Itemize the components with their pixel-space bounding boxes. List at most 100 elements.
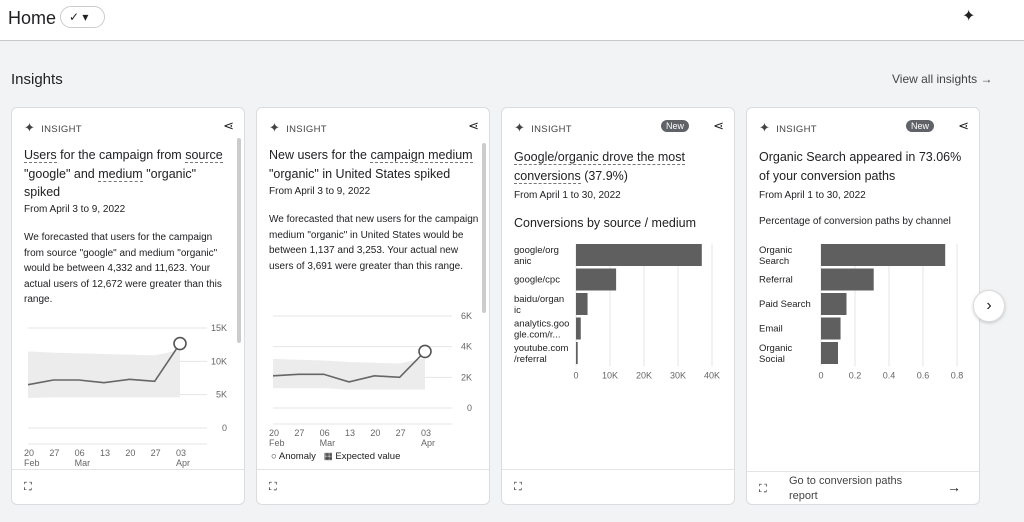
- x-tick-label: 13: [345, 428, 355, 438]
- expand-icon[interactable]: ⛶: [514, 481, 522, 493]
- category-label: google/cpc: [514, 275, 560, 286]
- category-label: ic: [514, 305, 521, 316]
- y-tick-label: 0: [467, 403, 472, 413]
- card-description: We forecasted that users for the campaig…: [24, 232, 222, 305]
- x-tick-month: Mar: [320, 438, 336, 448]
- share-icon[interactable]: ⋖: [468, 118, 479, 133]
- sparkle-icon: ✦: [24, 120, 36, 135]
- x-tick-label: 0: [573, 371, 578, 381]
- x-tick-label: 20: [370, 428, 380, 438]
- card-label: INSIGHT: [776, 124, 817, 135]
- category-label: Organic: [759, 343, 793, 354]
- category-label: youtube.com: [514, 343, 568, 354]
- category-label: baidu/organ: [514, 294, 564, 305]
- check-circle-icon: ✓: [69, 10, 80, 24]
- insight-card-3[interactable]: ✦ INSIGHT New ⋖ Google/organic drove the …: [501, 107, 735, 505]
- expand-icon[interactable]: ⛶: [269, 481, 277, 493]
- card-label: INSIGHT: [41, 124, 82, 135]
- insight-card-2[interactable]: ✦ INSIGHT ⋖ New users for the campaign me…: [256, 107, 490, 505]
- x-tick-label: 03: [421, 428, 431, 438]
- chart-title: Percentage of conversion paths by channe…: [759, 216, 951, 227]
- sparkle-icon[interactable]: ✦: [962, 8, 976, 25]
- x-tick-month: Feb: [269, 438, 285, 448]
- x-tick-label: 20: [269, 428, 279, 438]
- card-label: INSIGHT: [286, 124, 327, 135]
- conversion-paths-link[interactable]: ⛶ Go to conversion paths report →: [747, 471, 979, 504]
- bar: [821, 293, 847, 315]
- expand-icon[interactable]: ⛶: [759, 483, 767, 495]
- category-label: analytics.goo: [514, 319, 569, 330]
- scrollbar[interactable]: [237, 138, 241, 343]
- y-tick-label: 2K: [461, 372, 472, 382]
- card-date: From April 3 to 9, 2022: [269, 186, 371, 197]
- bar: [576, 342, 578, 364]
- x-tick-label: 13: [100, 448, 110, 458]
- category-label: Email: [759, 324, 783, 335]
- category-label: /referral: [514, 354, 547, 365]
- share-icon[interactable]: ⋖: [223, 118, 234, 133]
- sparkle-icon: ✦: [514, 120, 526, 135]
- expand-icon[interactable]: ⛶: [24, 481, 32, 493]
- x-tick-label: 27: [151, 448, 161, 458]
- x-tick-label: 27: [49, 448, 59, 458]
- y-tick-label: 5K: [216, 390, 227, 400]
- x-tick-month: Mar: [75, 458, 91, 468]
- x-tick-label: 0.2: [849, 371, 862, 381]
- bar: [821, 342, 838, 364]
- expected-range-band: [28, 350, 180, 398]
- x-tick-label: 06: [320, 428, 330, 438]
- category-label: Social: [759, 354, 785, 365]
- bar: [576, 244, 702, 266]
- arrow-right-icon[interactable]: →: [947, 479, 961, 495]
- insight-card-1[interactable]: ✦ INSIGHT ⋖ Users for the campaign from s…: [11, 107, 245, 505]
- y-tick-label: 0: [222, 423, 227, 433]
- card-label: INSIGHT: [531, 124, 572, 135]
- share-icon[interactable]: ⋖: [713, 118, 724, 133]
- footer-link-text[interactable]: Go to conversion paths report: [789, 475, 903, 502]
- x-tick-label: 27: [294, 428, 304, 438]
- x-tick-month: Apr: [421, 438, 435, 448]
- x-tick-label: 03: [176, 448, 186, 458]
- x-tick-label: 40K: [704, 371, 720, 381]
- x-tick-label: 10K: [602, 371, 618, 381]
- card-description: We forecasted that new users for the cam…: [269, 214, 479, 272]
- expected-range-band: [273, 358, 425, 390]
- x-tick-label: 20K: [636, 371, 652, 381]
- x-tick-label: 0.6: [917, 371, 930, 381]
- share-icon[interactable]: ⋖: [958, 118, 969, 133]
- next-button[interactable]: ›: [973, 290, 1005, 322]
- chevron-right-icon: ›: [986, 297, 992, 314]
- card-title: Google/organic drove the most conversion…: [514, 150, 685, 184]
- category-label: Referral: [759, 275, 793, 286]
- legend-anomaly: Anomaly: [278, 451, 316, 462]
- category-label: Search: [759, 256, 789, 267]
- bar: [821, 268, 874, 291]
- new-badge: New: [905, 120, 934, 132]
- bar-chart: 0 10K 20K 30K 40K google/organic google/cpc bai…: [514, 244, 720, 381]
- bar: [576, 293, 588, 315]
- x-tick-label: 30K: [670, 371, 686, 381]
- bar: [821, 317, 841, 340]
- x-tick-label: 20: [24, 448, 34, 458]
- card-title: New users for the campaign medium "organ…: [269, 148, 473, 181]
- card-date: From April 1 to 30, 2022: [759, 190, 866, 201]
- category-label: Paid Search: [759, 299, 811, 310]
- card-date: From April 3 to 9, 2022: [24, 204, 126, 215]
- x-tick-month: Apr: [176, 458, 190, 468]
- section-title: Insights: [11, 71, 63, 88]
- sparkle-icon: ✦: [759, 120, 771, 135]
- insight-card-4[interactable]: ✦ INSIGHT New ⋖ Organic Search appeared i…: [746, 107, 980, 505]
- header: Home ✓ ▾ ✦: [0, 0, 1024, 41]
- chart-title: Conversions by source / medium: [514, 216, 697, 230]
- scrollbar[interactable]: [482, 143, 486, 313]
- sparkle-icon: ✦: [269, 120, 281, 135]
- chevron-down-icon: ▾: [82, 10, 89, 24]
- status-dropdown[interactable]: ✓ ▾: [60, 6, 105, 28]
- x-tick-label: 0.4: [883, 371, 896, 381]
- x-tick-label: 06: [75, 448, 85, 458]
- view-all-insights-link[interactable]: View all insights →: [892, 72, 993, 86]
- category-label: gle.com/r...: [514, 330, 560, 341]
